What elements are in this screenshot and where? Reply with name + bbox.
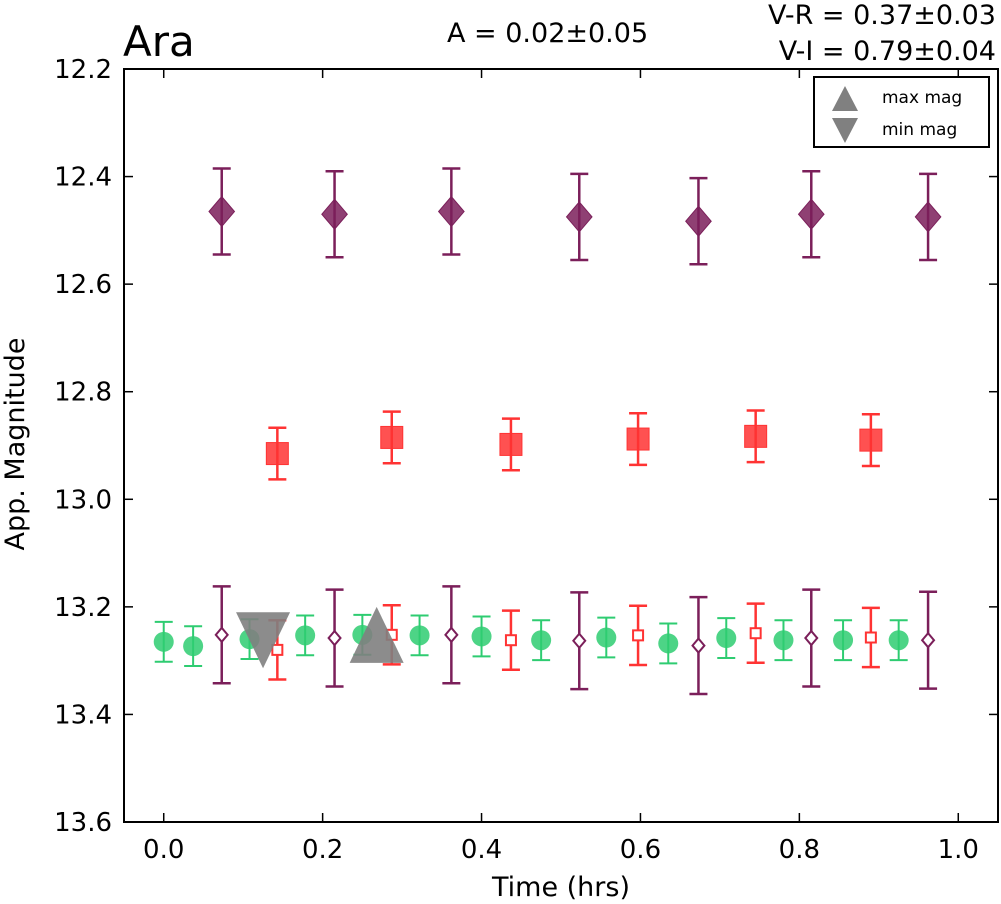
y-tick-label: 12.4 [54, 163, 112, 193]
circle-point [153, 631, 174, 652]
diamond-point [327, 629, 342, 647]
circle-point [295, 625, 316, 646]
diamond-point [797, 198, 825, 230]
circle-point [658, 633, 679, 654]
square-point [744, 424, 768, 448]
y-tick-label: 12.2 [54, 55, 112, 85]
diamond-point [214, 626, 229, 644]
x-tick-label: 0.8 [779, 835, 820, 865]
circle-point [716, 628, 737, 649]
diamond-point [208, 195, 236, 228]
y-tick-label: 12.6 [54, 270, 112, 300]
circle-point [471, 626, 492, 647]
circle-point [409, 625, 430, 646]
vi-color-label: V-I = 0.79±0.04 [779, 36, 996, 67]
x-tick-label: 0.2 [302, 835, 343, 865]
legend-max-label: max mag [882, 88, 962, 108]
circle-point [773, 630, 794, 651]
square-point [864, 631, 877, 644]
axis-ticks: 0.0 0.2 0.4 0.6 0.8 1.0 12.2 12.4 12.6 12.8 13.0 13… [54, 55, 998, 865]
legend-min-marker-icon [832, 118, 858, 143]
square-point [859, 428, 883, 452]
y-tick-label: 13.2 [54, 593, 112, 623]
diamond-point [572, 632, 587, 650]
diamond-point [565, 201, 593, 233]
square-point [504, 634, 517, 647]
vr-color-label: V-R = 0.37±0.03 [768, 0, 996, 31]
circle-point [888, 630, 909, 651]
object-name-title: Ara [123, 17, 195, 66]
diamond-point [920, 631, 936, 649]
circle-point [833, 630, 854, 651]
plot-frame [123, 68, 999, 823]
square-point [749, 627, 762, 640]
x-tick-label: 0.0 [143, 835, 184, 865]
diamond-point [321, 198, 348, 230]
circle-point [183, 636, 204, 657]
legend-max-marker-icon [832, 86, 858, 111]
circle-point [531, 630, 552, 651]
circle-point [596, 627, 617, 648]
y-tick-label: 13.6 [54, 808, 112, 838]
y-tick-label: 13.4 [54, 700, 112, 730]
diamond-point [691, 637, 706, 655]
x-axis-label: Time (hrs) [491, 872, 630, 903]
diamond-point [685, 205, 712, 237]
square-point [632, 629, 645, 642]
x-tick-label: 1.0 [938, 835, 979, 865]
diamond-point [804, 629, 819, 647]
diamond-point [444, 626, 459, 644]
min-mag-marker [236, 612, 291, 669]
legend: max mag min mag [813, 76, 990, 148]
y-tick-label: 13.0 [54, 485, 112, 515]
amplitude-label: A = 0.02±0.05 [447, 18, 648, 49]
square-point [271, 643, 284, 656]
square-point [499, 432, 523, 456]
legend-min-label: min mag [882, 120, 957, 140]
y-tick-label: 12.8 [54, 378, 112, 408]
square-point [380, 425, 404, 449]
y-axis-label: App. Magnitude [0, 338, 31, 551]
square-point [265, 442, 289, 466]
max-mag-marker [349, 606, 404, 663]
diamond-point [914, 201, 942, 233]
legend-box [813, 76, 990, 148]
data-marks [153, 167, 942, 696]
x-tick-label: 0.6 [620, 835, 661, 865]
square-point [626, 427, 650, 451]
diamond-point [437, 195, 465, 228]
x-tick-label: 0.4 [461, 835, 502, 865]
